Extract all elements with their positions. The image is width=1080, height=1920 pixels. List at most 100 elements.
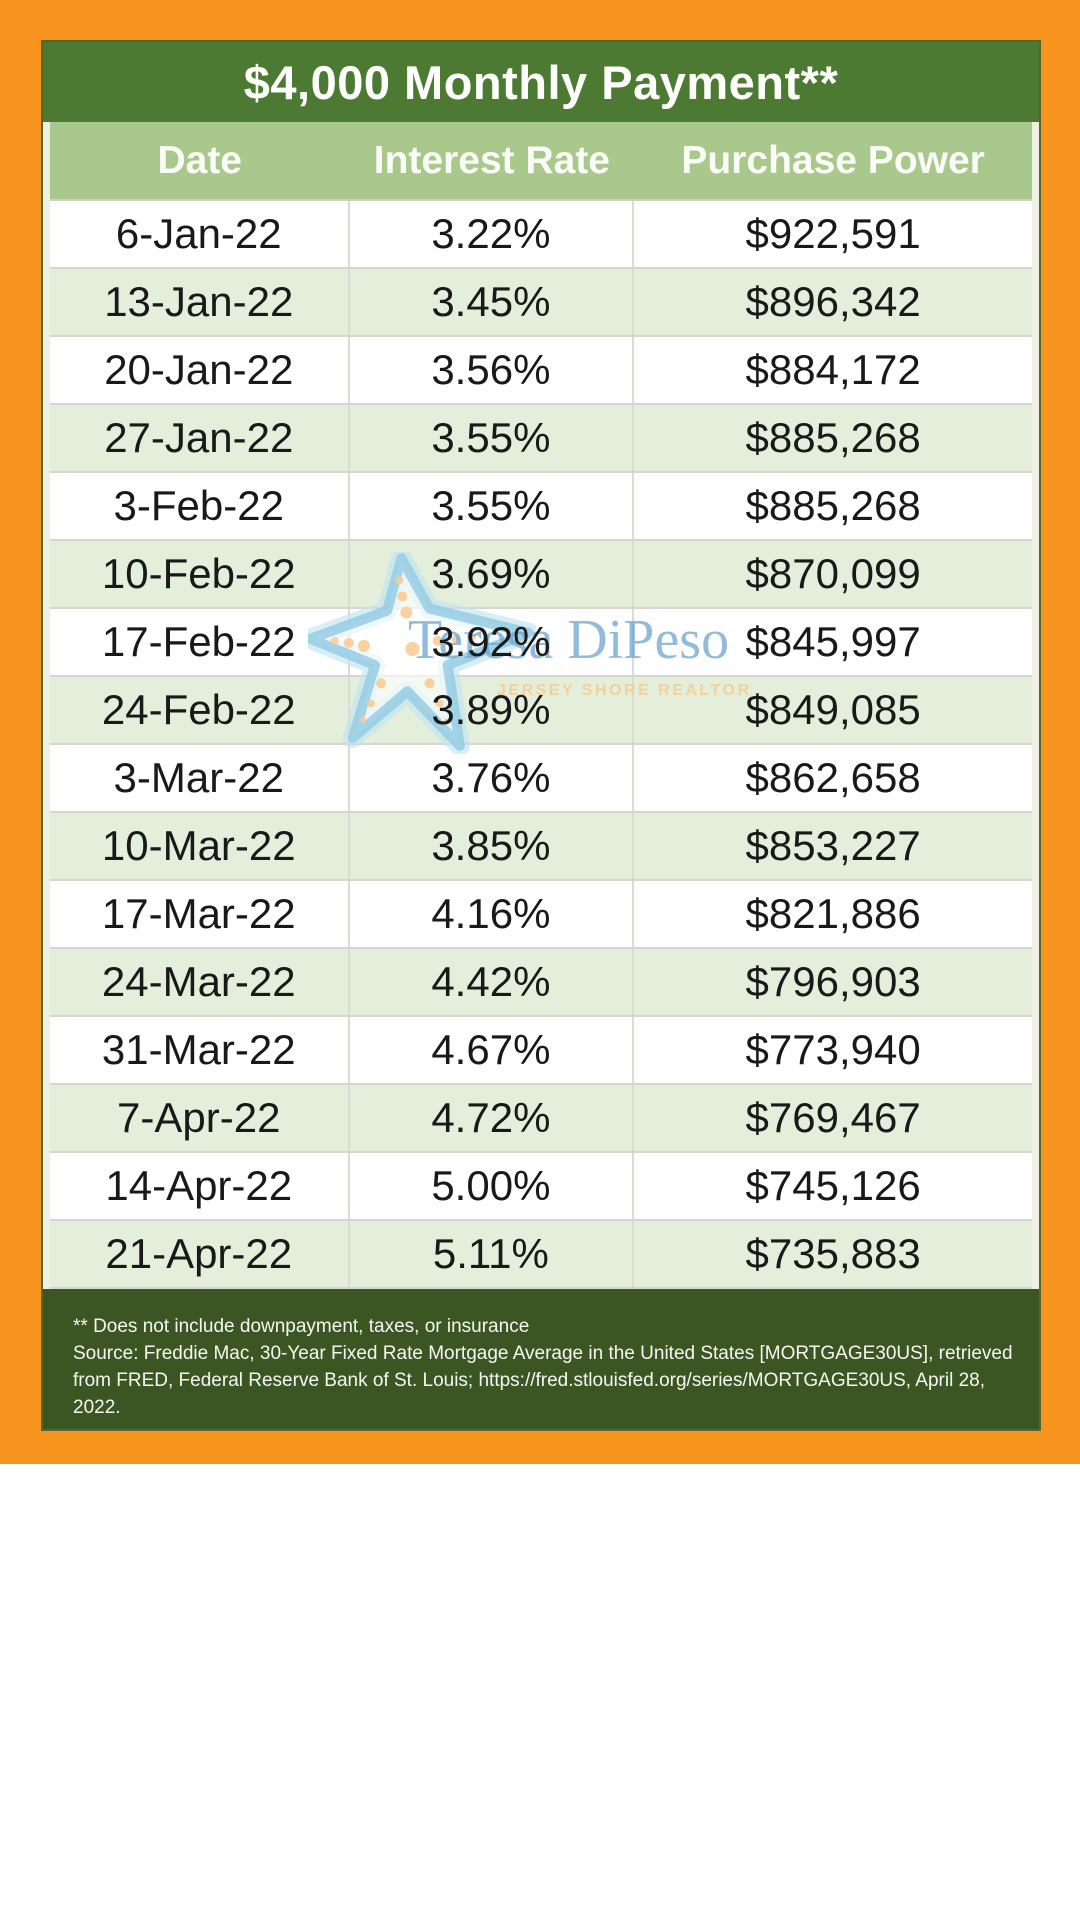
interest-rate-value: 3.76% (431, 754, 551, 801)
table-row: 27-Jan-22 3.55% $885,268 (50, 405, 1032, 473)
column-header-purchase-power: Purchase Power (681, 138, 985, 182)
interest-rate-value: 3.22% (431, 210, 551, 257)
purchase-power-value: $735,883 (745, 1230, 921, 1277)
purchase-power-value: $885,268 (745, 414, 921, 461)
purchase-power-value: $922,591 (745, 210, 921, 257)
table-row: 14-Apr-22 5.00% $745,126 (50, 1153, 1032, 1221)
date-value: 14-Apr-22 (105, 1162, 293, 1209)
interest-rate-cell: 3.45% (350, 269, 635, 335)
purchase-power-cell: $821,886 (634, 881, 1032, 947)
table-row: 24-Mar-22 4.42% $796,903 (50, 949, 1032, 1017)
date-value: 24-Feb-22 (101, 686, 296, 733)
purchase-power-value: $853,227 (745, 822, 921, 869)
date-value: 31-Mar-22 (101, 1026, 296, 1073)
purchase-power-value: $884,172 (745, 346, 921, 393)
date-cell: 3-Mar-22 (50, 745, 350, 811)
purchase-power-value: $769,467 (745, 1094, 921, 1141)
date-cell: 31-Mar-22 (50, 1017, 350, 1083)
footnote: ** Does not include downpayment, taxes, … (73, 1316, 530, 1337)
purchase-power-cell: $884,172 (634, 337, 1032, 403)
purchase-power-cell: $735,883 (634, 1221, 1032, 1287)
table-row: 3-Feb-22 3.55% $885,268 (50, 473, 1032, 541)
interest-rate-cell: 3.89% (350, 677, 635, 743)
purchase-power-cell: $745,126 (634, 1153, 1032, 1219)
table-footer: ** Does not include downpayment, taxes, … (43, 1289, 1039, 1429)
date-cell: 7-Apr-22 (50, 1085, 350, 1151)
interest-rate-cell: 3.55% (350, 473, 635, 539)
table-row: 20-Jan-22 3.56% $884,172 (50, 337, 1032, 405)
date-cell: 3-Feb-22 (50, 473, 350, 539)
interest-rate-value: 4.42% (431, 958, 551, 1005)
interest-rate-value: 5.11% (432, 1230, 549, 1277)
purchase-power-cell: $922,591 (634, 201, 1032, 267)
table-row: 24-Feb-22 3.89% $849,085 (50, 677, 1032, 745)
interest-rate-cell: 4.72% (350, 1085, 635, 1151)
date-value: 13-Jan-22 (104, 278, 294, 325)
table-rows: 6-Jan-22 3.22% $922,591 13-Jan-22 3.45% … (50, 201, 1032, 1289)
interest-rate-value: 3.89% (431, 686, 551, 733)
interest-rate-cell: 3.85% (350, 813, 635, 879)
purchase-power-cell: $769,467 (634, 1085, 1032, 1151)
interest-rate-cell: 5.11% (350, 1221, 635, 1287)
interest-rate-value: 5.00% (431, 1162, 551, 1209)
date-value: 10-Mar-22 (101, 822, 296, 869)
purchase-power-cell: $849,085 (634, 677, 1032, 743)
column-header-interest-rate: Interest Rate (373, 138, 610, 182)
purchase-power-cell: $845,997 (634, 609, 1032, 675)
purchase-power-value: $821,886 (745, 890, 921, 937)
date-value: 20-Jan-22 (104, 346, 294, 393)
table-row: 21-Apr-22 5.11% $735,883 (50, 1221, 1032, 1289)
purchase-power-cell: $870,099 (634, 541, 1032, 607)
purchase-power-cell: $796,903 (634, 949, 1032, 1015)
date-cell: 17-Feb-22 (50, 609, 350, 675)
payment-table-card: $4,000 Monthly Payment** Date Interest R… (41, 40, 1041, 1431)
date-cell: 13-Jan-22 (50, 269, 350, 335)
interest-rate-cell: 3.55% (350, 405, 635, 471)
interest-rate-cell: 4.67% (350, 1017, 635, 1083)
purchase-power-cell: $896,342 (634, 269, 1032, 335)
table-title-band: $4,000 Monthly Payment** (43, 42, 1039, 122)
table-row: 17-Feb-22 3.92% $845,997 (50, 609, 1032, 677)
date-cell: 24-Mar-22 (50, 949, 350, 1015)
purchase-power-value: $773,940 (745, 1026, 921, 1073)
table-header-row: Date Interest Rate Purchase Power (50, 122, 1032, 201)
table-row: 10-Mar-22 3.85% $853,227 (50, 813, 1032, 881)
purchase-power-cell: $885,268 (634, 405, 1032, 471)
interest-rate-cell: 3.22% (350, 201, 635, 267)
interest-rate-cell: 4.16% (350, 881, 635, 947)
date-cell: 17-Mar-22 (50, 881, 350, 947)
interest-rate-value: 3.45% (431, 278, 551, 325)
table-row: 7-Apr-22 4.72% $769,467 (50, 1085, 1032, 1153)
interest-rate-cell: 4.42% (350, 949, 635, 1015)
interest-rate-value: 4.67% (431, 1026, 551, 1073)
table-row: 3-Mar-22 3.76% $862,658 (50, 745, 1032, 813)
interest-rate-value: 3.92% (431, 618, 551, 665)
date-cell: 21-Apr-22 (50, 1221, 350, 1287)
date-value: 7-Apr-22 (117, 1094, 281, 1141)
date-cell: 10-Mar-22 (50, 813, 350, 879)
date-value: 17-Mar-22 (101, 890, 296, 937)
date-value: 10-Feb-22 (101, 550, 296, 597)
purchase-power-cell: $885,268 (634, 473, 1032, 539)
interest-rate-value: 4.16% (431, 890, 551, 937)
date-cell: 27-Jan-22 (50, 405, 350, 471)
date-cell: 6-Jan-22 (50, 201, 350, 267)
interest-rate-value: 4.72% (431, 1094, 551, 1141)
date-value: 27-Jan-22 (104, 414, 294, 461)
interest-rate-cell: 3.92% (350, 609, 635, 675)
interest-rate-cell: 3.56% (350, 337, 635, 403)
table-title: $4,000 Monthly Payment** (243, 55, 839, 109)
date-value: 3-Feb-22 (113, 482, 284, 529)
table-row: 10-Feb-22 3.69% $870,099 (50, 541, 1032, 609)
date-value: 21-Apr-22 (105, 1230, 293, 1277)
date-value: 3-Mar-22 (113, 754, 284, 801)
table-row: 13-Jan-22 3.45% $896,342 (50, 269, 1032, 337)
purchase-power-value: $845,997 (745, 618, 921, 665)
purchase-power-value: $745,126 (745, 1162, 921, 1209)
purchase-power-value: $870,099 (745, 550, 921, 597)
purchase-power-cell: $853,227 (634, 813, 1032, 879)
date-cell: 10-Feb-22 (50, 541, 350, 607)
purchase-power-value: $896,342 (745, 278, 921, 325)
interest-rate-cell: 5.00% (350, 1153, 635, 1219)
interest-rate-value: 3.85% (431, 822, 551, 869)
